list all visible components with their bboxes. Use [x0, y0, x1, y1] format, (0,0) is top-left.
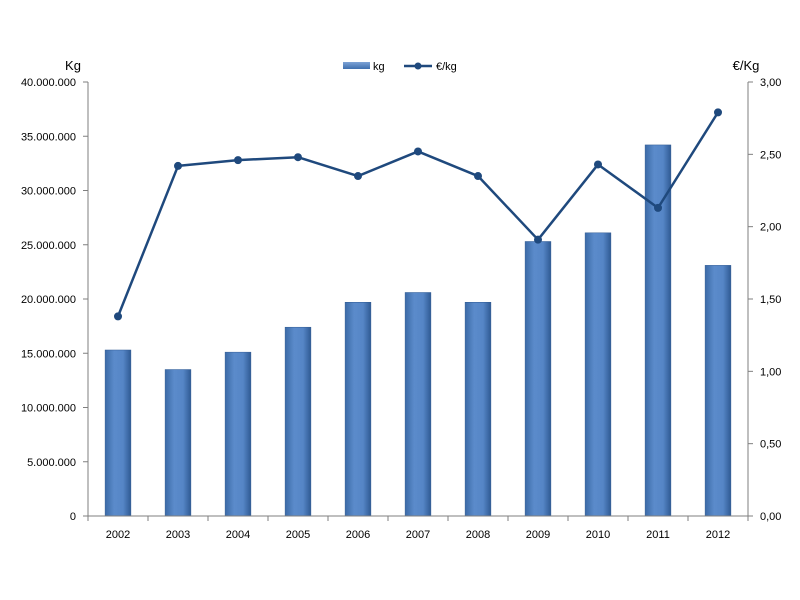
- legend-swatch-kg: [343, 62, 370, 69]
- bar-2012: [704, 265, 732, 517]
- price-point-2011: [654, 203, 662, 212]
- x-axis-tick-label: 2010: [586, 529, 610, 541]
- bar-2002: [104, 349, 132, 517]
- bar-2005: [284, 326, 312, 517]
- price-point-2012: [714, 108, 722, 117]
- x-axis-tick-label: 2007: [406, 529, 430, 541]
- left-axis-tick-label: 25.000.000: [21, 240, 76, 252]
- right-axis-tick-label: 0,50: [760, 439, 781, 451]
- right-axis-tick-label: 2,50: [760, 149, 781, 161]
- x-axis-tick-label: 2002: [106, 529, 130, 541]
- price-line: [116, 111, 720, 317]
- price-point-2006: [354, 172, 362, 181]
- price-point-2008: [474, 172, 482, 181]
- bar-2009: [524, 241, 552, 517]
- x-axis-tick-label: 2012: [706, 529, 730, 541]
- price-line-group: [114, 108, 722, 321]
- x-axis-tick-label: 2008: [466, 529, 490, 541]
- legend-label-price: €/kg: [436, 61, 457, 73]
- left-axis-tick-label: 15.000.000: [21, 348, 76, 360]
- x-axis-tick-label: 2004: [226, 529, 250, 541]
- price-point-2009: [534, 235, 542, 244]
- legend-marker-price: [414, 62, 422, 70]
- x-axis-tick-label: 2011: [646, 529, 670, 541]
- left-axis-tick-label: 10.000.000: [21, 403, 76, 415]
- left-axis-label: Kg: [65, 58, 81, 73]
- left-axis-tick-label: 20.000.000: [21, 294, 76, 306]
- left-axis-tick-label: 30.000.000: [21, 186, 76, 198]
- x-axis-tick-label: 2003: [166, 529, 190, 541]
- left-axis-tick-label: 5.000.000: [27, 457, 76, 469]
- x-axis-tick-label: 2006: [346, 529, 370, 541]
- bar-2003: [164, 369, 192, 517]
- right-axis-tick-label: 0,00: [760, 511, 781, 523]
- price-point-2002: [114, 312, 122, 321]
- bar-2010: [584, 232, 612, 517]
- right-axis-tick-label: 1,00: [760, 366, 781, 378]
- bars-group: [104, 144, 732, 517]
- bar-2006: [344, 302, 372, 517]
- legend: kg €/kg: [343, 61, 457, 73]
- left-axis-tick-label: 0: [70, 511, 76, 523]
- x-axis-tick-label: 2009: [526, 529, 550, 541]
- right-axis-label: €/Kg: [733, 58, 760, 73]
- price-point-2010: [594, 160, 602, 169]
- legend-label-kg: kg: [373, 61, 385, 73]
- bar-2008: [464, 302, 492, 517]
- bar-2007: [404, 292, 432, 517]
- price-point-2004: [234, 156, 242, 165]
- axes-group: 0 5.000.000 10.000.000 15.000.000 20.000.000…: [21, 77, 781, 541]
- right-axis-tick-label: 2,00: [760, 222, 781, 234]
- price-point-2003: [174, 161, 182, 170]
- price-point-2007: [414, 147, 422, 156]
- right-axis-tick-label: 3,00: [760, 77, 781, 89]
- x-axis-tick-label: 2005: [286, 529, 310, 541]
- price-point-2005: [294, 153, 302, 162]
- left-axis-tick-label: 35.000.000: [21, 131, 76, 143]
- left-axis-tick-label: 40.000.000: [21, 77, 76, 89]
- bar-2004: [224, 351, 252, 517]
- right-axis-tick-label: 1,50: [760, 294, 781, 306]
